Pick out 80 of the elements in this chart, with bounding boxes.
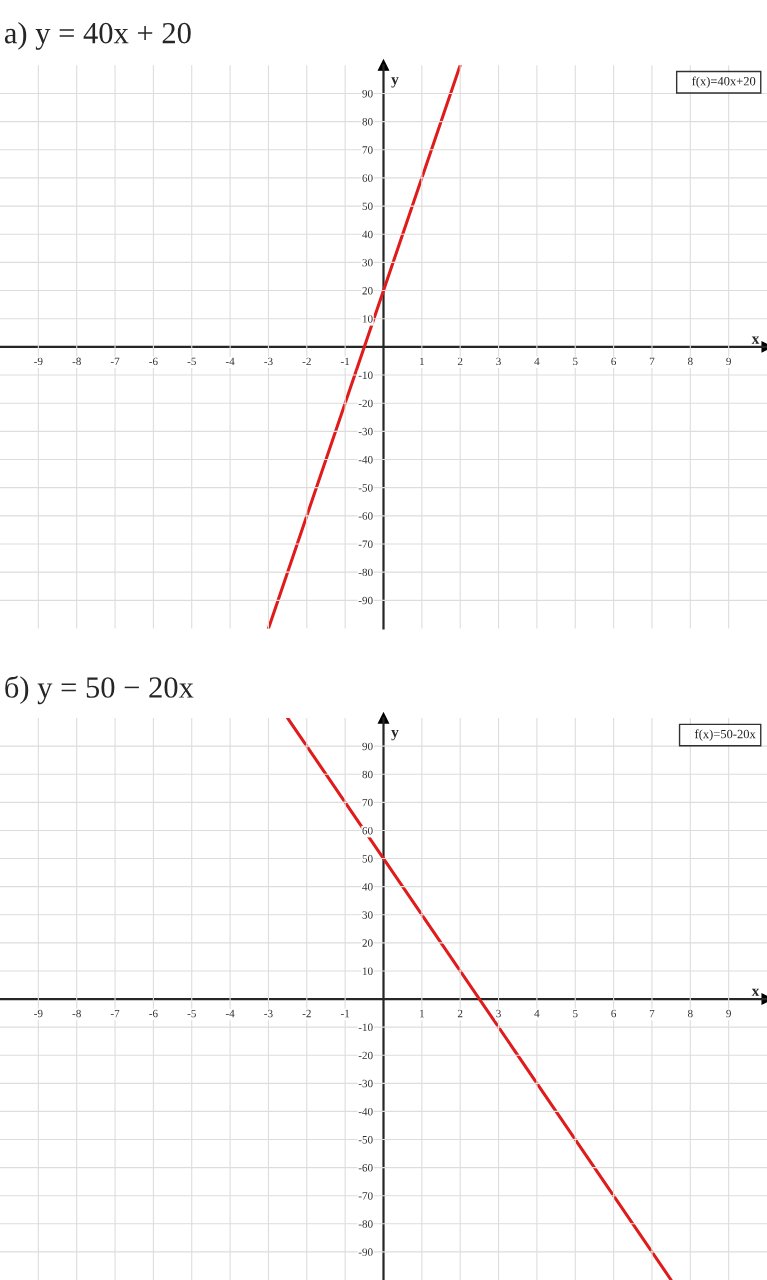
y-tick-label: 30: [362, 911, 373, 919]
y-tick-label: 80: [362, 770, 373, 779]
y-tick-label: -60: [358, 1164, 373, 1172]
x-tick-label: 9: [726, 1009, 731, 1018]
y-tick-label: 50: [362, 855, 373, 863]
y-tick-label: -90: [358, 1248, 373, 1256]
y-tick-label: -30: [358, 1079, 373, 1088]
x-tick-label: -7: [110, 357, 120, 366]
y-tick-label: -90: [358, 596, 373, 605]
text: f(x)=50-20x: [694, 729, 756, 741]
y-tick-label: -50: [358, 484, 373, 492]
x-tick-label: 1: [420, 357, 424, 366]
text: f(x)=40x+20: [692, 76, 756, 88]
y-tick-label: 90: [362, 89, 373, 98]
x-tick-label: 3: [496, 1009, 501, 1018]
x-tick-label: -8: [72, 1009, 81, 1018]
y-tick-label: -80: [358, 1220, 373, 1228]
y-tick-label: -60: [358, 512, 373, 520]
x-tick-label: 2: [457, 1009, 463, 1018]
x-tick-label: -2: [302, 1009, 311, 1018]
y-tick-label: 10: [362, 315, 373, 323]
x-tick-label: -2: [302, 357, 311, 366]
y-tick-label: -70: [358, 540, 373, 548]
x-tick-label: -5: [187, 1009, 196, 1018]
y-tick-label: 20: [362, 939, 373, 947]
x-tick-label: -9: [34, 357, 43, 366]
chart-title: а) y = 40x + 20: [4, 21, 191, 50]
y-tick-label: -70: [358, 1192, 373, 1200]
x-tick-label: -1: [340, 357, 350, 366]
x-tick-label: 5: [573, 357, 578, 366]
x-tick-label: -9: [34, 1009, 43, 1018]
y-tick-label: 80: [362, 118, 373, 126]
y-tick-label: 10: [362, 967, 373, 975]
x-tick-label: -3: [264, 1009, 273, 1018]
x-tick-label: 7: [649, 357, 655, 366]
y-axis-title: y: [391, 77, 399, 88]
x-tick-label: 4: [534, 1009, 540, 1018]
x-tick-label: -5: [187, 357, 196, 366]
y-tick-label: -40: [358, 455, 373, 464]
y-tick-label: -20: [358, 1051, 373, 1060]
x-tick-label: 2: [457, 357, 463, 366]
y-tick-label: 70: [362, 798, 373, 807]
x-tick-label: -8: [72, 357, 81, 366]
y-tick-label: 70: [362, 146, 373, 154]
x-tick-label: -3: [264, 357, 273, 366]
y-tick-label: -10: [358, 371, 373, 379]
y-tick-label: -30: [358, 427, 373, 436]
x-tick-label: 6: [611, 1009, 617, 1018]
x-axis-title: x: [751, 988, 760, 996]
y-tick-label: -20: [358, 399, 373, 408]
y-tick-label: 60: [362, 826, 373, 835]
x-tick-label: -1: [340, 1009, 350, 1018]
y-tick-label: 20: [362, 287, 373, 295]
x-tick-label: -6: [149, 1009, 158, 1018]
y-tick-label: 30: [362, 258, 373, 267]
x-tick-label: 5: [573, 1009, 578, 1018]
y-tick-label: 40: [362, 883, 373, 891]
y-tick-label: 60: [362, 174, 373, 182]
x-tick-label: 8: [687, 357, 693, 366]
y-tick-label: 90: [362, 742, 373, 751]
y-tick-label: 50: [362, 202, 373, 211]
chart-title: б) y = 50 − 20x: [5, 675, 194, 705]
y-tick-label: -80: [358, 568, 373, 577]
x-tick-label: -7: [110, 1009, 120, 1018]
x-tick-label: -6: [149, 357, 158, 366]
y-tick-label: -40: [358, 1107, 373, 1116]
x-tick-label: 6: [611, 357, 617, 366]
x-tick-label: 8: [687, 1009, 693, 1018]
y-axis-title: y: [391, 730, 399, 741]
x-tick-label: -4: [225, 357, 235, 366]
x-tick-label: 3: [496, 357, 501, 366]
y-tick-label: 40: [362, 230, 373, 239]
y-tick-label: -50: [358, 1135, 373, 1144]
x-tick-label: -4: [225, 1009, 235, 1018]
y-tick-label: -10: [358, 1023, 373, 1032]
x-tick-label: 4: [534, 357, 540, 366]
x-tick-label: 9: [726, 357, 731, 366]
x-axis-title: x: [751, 336, 760, 344]
x-tick-label: 7: [649, 1009, 655, 1018]
x-tick-label: 1: [420, 1009, 424, 1018]
